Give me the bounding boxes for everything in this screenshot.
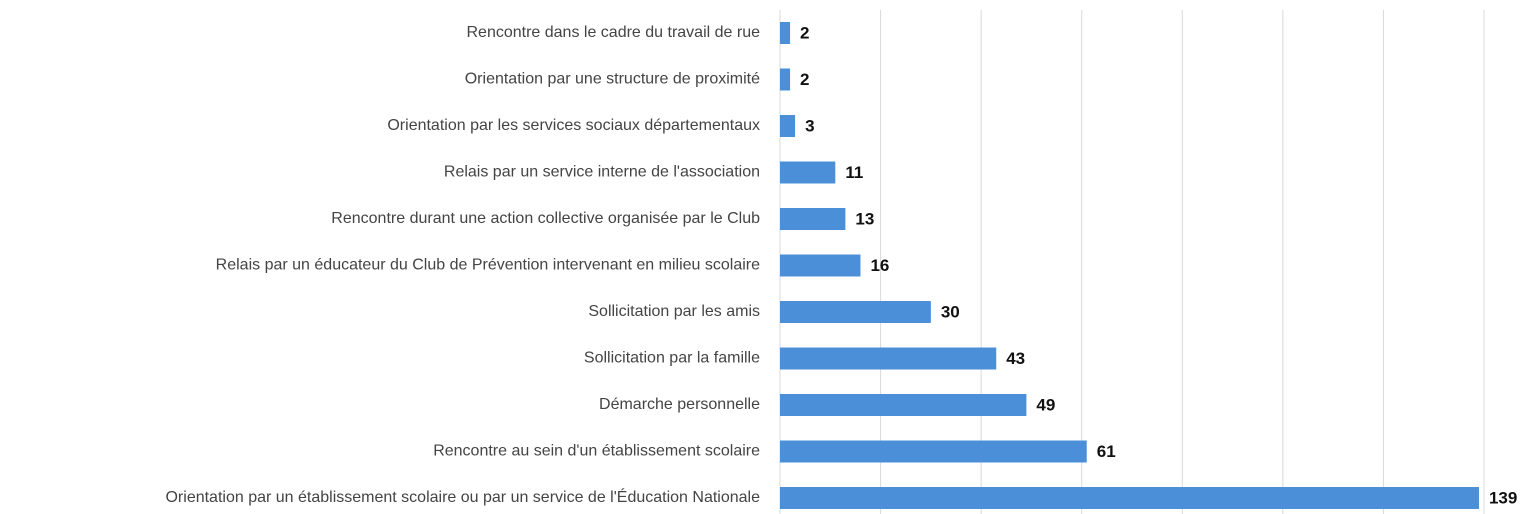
bar	[780, 115, 796, 137]
category-label: Rencontre durant une action collective o…	[331, 210, 760, 227]
bar	[780, 161, 836, 184]
bar	[780, 301, 931, 323]
category-label: Orientation par les services sociaux dép…	[387, 117, 760, 134]
value-label: 2	[800, 23, 809, 42]
value-label: 30	[941, 302, 960, 321]
category-label: Relais par un service interne de l'assoc…	[444, 164, 760, 181]
value-label: 16	[870, 256, 889, 275]
category-label: Rencontre au sein d'un établissement sco…	[433, 443, 760, 460]
category-label: Sollicitation par les amis	[588, 303, 760, 320]
category-label: Relais par un éducateur du Club de Préve…	[216, 257, 760, 274]
bar	[780, 394, 1027, 416]
bar	[780, 487, 1479, 509]
bar	[780, 208, 846, 230]
value-label: 61	[1097, 442, 1116, 461]
bar	[780, 22, 791, 44]
category-label: Rencontre dans le cadre du travail de ru…	[466, 24, 760, 41]
category-label: Démarche personnelle	[599, 396, 760, 413]
bar	[780, 68, 791, 91]
category-label: Sollicitation par la famille	[584, 350, 760, 367]
value-label: 3	[805, 116, 814, 135]
bar	[780, 254, 861, 277]
value-label: 139	[1489, 488, 1517, 507]
value-label: 49	[1036, 395, 1055, 414]
value-label: 2	[800, 70, 809, 89]
value-label: 43	[1006, 349, 1025, 368]
bar	[780, 347, 997, 370]
bar	[780, 440, 1087, 463]
value-label: 11	[845, 163, 863, 182]
category-label: Orientation par une structure de proximi…	[465, 71, 760, 88]
category-label: Orientation par un établissement scolair…	[165, 487, 760, 506]
value-label: 13	[855, 209, 874, 228]
